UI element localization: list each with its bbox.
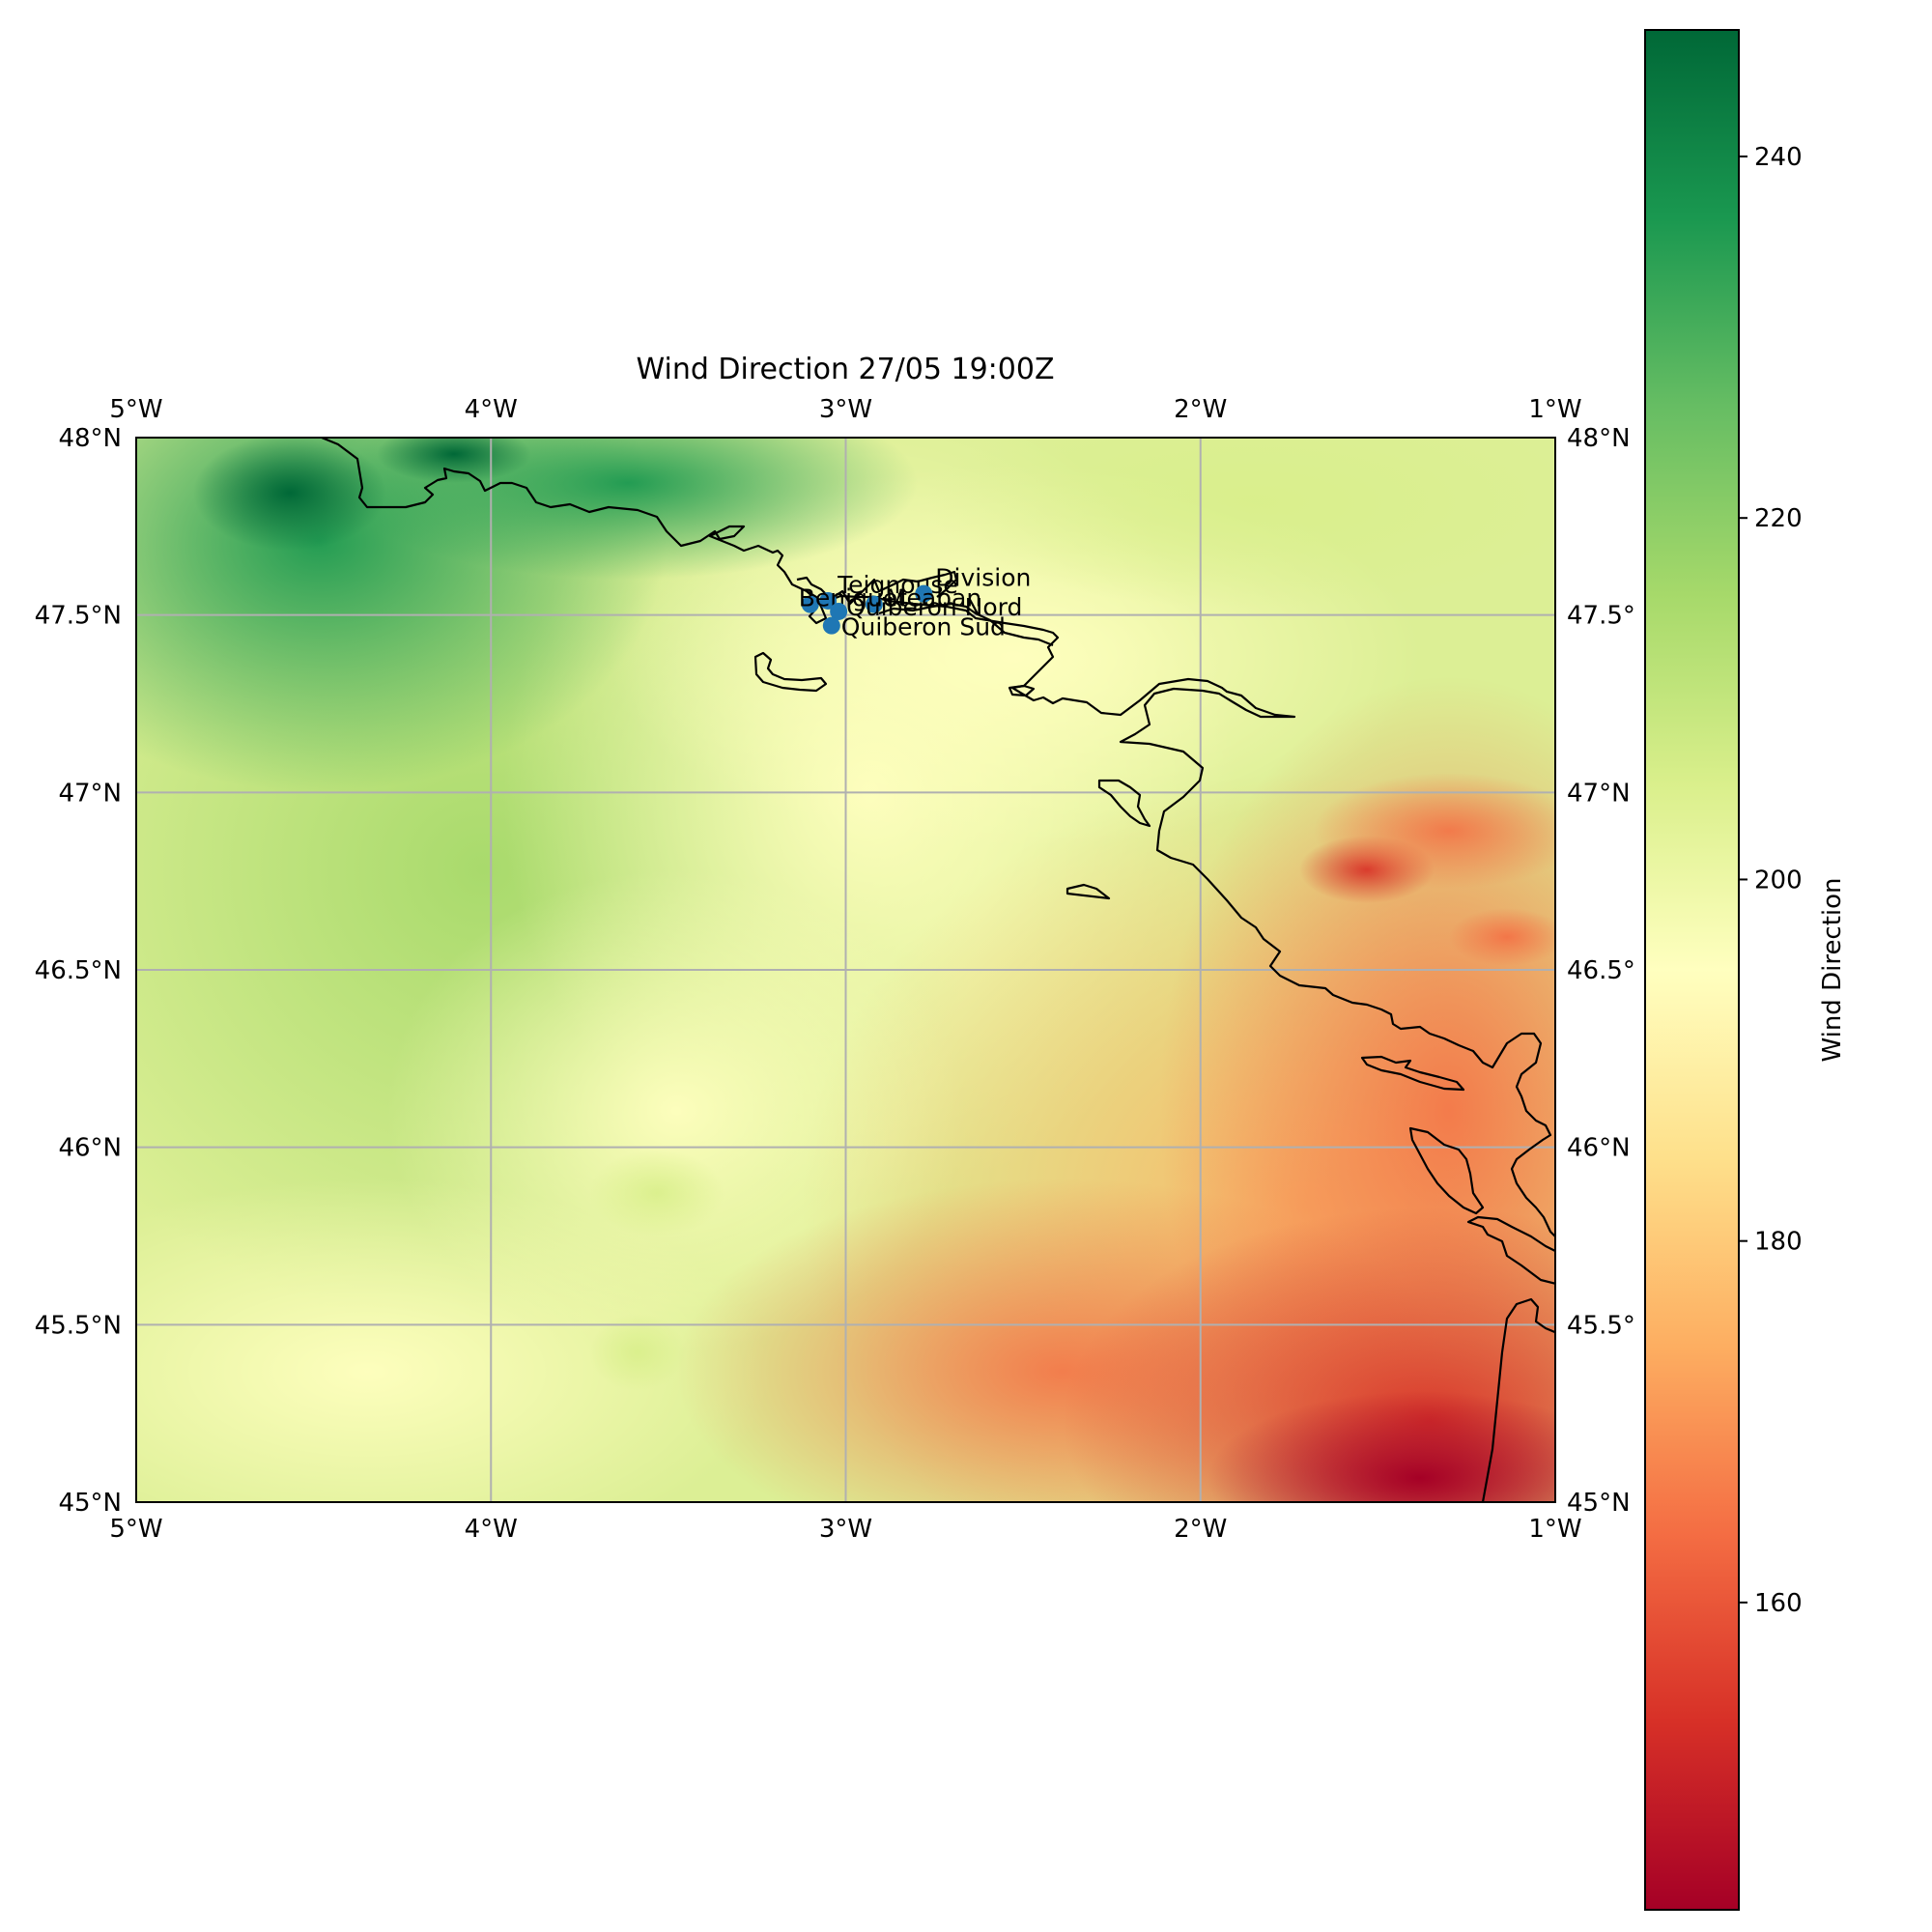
colorbar: 160 180 200 220 240 Wind Direction [1644, 29, 1847, 1911]
coastline-morbihan [796, 570, 958, 606]
station-marker-1 [915, 584, 933, 603]
station-marker-2 [865, 595, 883, 613]
coastline-gironde [1481, 1297, 1555, 1502]
colorbar-tick-label-4: 240 [1754, 143, 1803, 172]
station-label-1: Division [935, 564, 1031, 592]
lat-tick-left-4: 46°N [58, 1134, 122, 1163]
wind-direction-field [136, 438, 1555, 1502]
lat-tick-right-5: 45.5° [1567, 1311, 1635, 1340]
lon-tick-bottom-0: 5°W [109, 1515, 162, 1544]
lat-tick-left-1: 47.5°N [35, 602, 122, 631]
lat-tick-right-0: 48°N [1567, 424, 1631, 453]
lon-tick-top-2: 3°W [819, 395, 872, 424]
colorbar-label: Wind Direction [1818, 877, 1847, 1062]
island-yeu [1097, 779, 1151, 828]
lon-tick-top-4: 1°W [1528, 395, 1581, 424]
lat-tick-right-2: 47°N [1567, 779, 1631, 808]
station-label-5: Quiberon Sud [841, 613, 1006, 641]
lat-tick-left-6: 45°N [58, 1489, 122, 1518]
island-noirmoutier [1065, 883, 1111, 900]
lat-tick-right-6: 45°N [1567, 1489, 1631, 1518]
lon-tick-bottom-3: 2°W [1174, 1515, 1227, 1544]
lon-tick-bottom-4: 1°W [1528, 1515, 1581, 1544]
island-re [1360, 1055, 1465, 1092]
station-label-3: Beniguet [799, 584, 907, 612]
colorbar-tick-label-3: 220 [1754, 504, 1803, 533]
lat-tick-left-3: 46.5°N [35, 956, 122, 985]
coastline-gironde-inner [1466, 1215, 1555, 1285]
lon-tick-top-3: 2°W [1174, 395, 1227, 424]
lat-ticks-left: 48°N 47.5°N 47°N 46.5°N 46°N 45.5°N 45°N [35, 424, 122, 1518]
coastline-mainland [321, 438, 1555, 1238]
station-label-4: Quiberon Nord [846, 593, 1022, 621]
lon-tick-bottom-2: 3°W [819, 1515, 872, 1544]
lon-tick-bottom-1: 4°W [465, 1515, 518, 1544]
station-marker-4 [830, 602, 848, 620]
colorbar-ticks: 160 180 200 220 240 [1739, 143, 1803, 1618]
lat-tick-left-2: 47°N [58, 779, 122, 808]
station-marker-0 [819, 591, 838, 610]
gridlines [136, 438, 1555, 1502]
lat-tick-right-4: 46°N [1567, 1134, 1631, 1163]
lat-ticks-right: 48°N 47.5° 47°N 46.5° 46°N 45.5° 45°N [1567, 424, 1635, 1518]
map-frame [135, 437, 1556, 1503]
stations: TeignouseDivisionMeabanBeniguetQuiberon … [799, 564, 1032, 641]
colorbar-tick-label-2: 200 [1754, 866, 1803, 895]
station-marker-5 [822, 616, 840, 635]
lat-tick-right-3: 46.5° [1567, 956, 1635, 985]
lat-tick-left-5: 45.5°N [35, 1311, 122, 1340]
island-oleron [1408, 1126, 1485, 1215]
coastline [321, 438, 1555, 1502]
map-area: TeignouseDivisionMeabanBeniguetQuiberon … [136, 438, 1555, 1502]
lat-tick-left-0: 48°N [58, 424, 122, 453]
lon-ticks-top: 5°W 4°W 3°W 2°W 1°W [109, 395, 1581, 424]
colorbar-gradient [1644, 29, 1740, 1911]
island-groix [1008, 684, 1036, 697]
lat-tick-right-1: 47.5° [1567, 602, 1635, 631]
lon-tick-top-1: 4°W [465, 395, 518, 424]
lon-tick-top-0: 5°W [109, 395, 162, 424]
coastline-quiberon [806, 590, 828, 625]
station-label-0: Teignouse [837, 571, 958, 599]
island-belle-ile [753, 651, 828, 693]
station-label-2: Meaban [886, 584, 981, 612]
colorbar-tick-label-1: 180 [1754, 1228, 1803, 1257]
station-marker-3 [801, 595, 819, 613]
coastline-rhuys [878, 602, 1054, 647]
colorbar-tick-label-0: 160 [1754, 1589, 1803, 1618]
map-title: Wind Direction 27/05 19:00Z [637, 353, 1055, 386]
lon-ticks-bottom: 5°W 4°W 3°W 2°W 1°W [109, 1515, 1581, 1544]
